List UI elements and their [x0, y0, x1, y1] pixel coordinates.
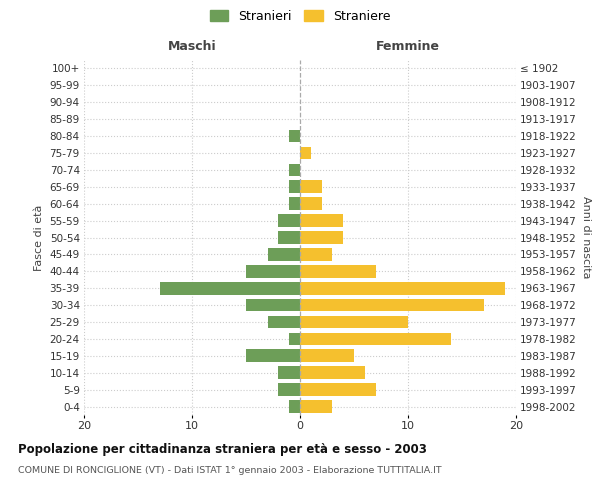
Bar	[289, 400, 300, 413]
Bar	[300, 282, 505, 294]
Bar	[300, 248, 332, 260]
Bar	[300, 350, 354, 362]
Bar	[300, 265, 376, 278]
Y-axis label: Fasce di età: Fasce di età	[34, 204, 44, 270]
Bar	[300, 400, 332, 413]
Bar	[300, 316, 408, 328]
Bar	[300, 198, 322, 210]
Bar	[289, 332, 300, 345]
Legend: Stranieri, Straniere: Stranieri, Straniere	[206, 6, 394, 26]
Text: Popolazione per cittadinanza straniera per età e sesso - 2003: Popolazione per cittadinanza straniera p…	[18, 442, 427, 456]
Bar	[246, 299, 300, 312]
Bar	[246, 350, 300, 362]
Bar	[289, 180, 300, 193]
Bar	[278, 214, 300, 227]
Bar	[246, 265, 300, 278]
Text: Femmine: Femmine	[376, 40, 440, 53]
Bar	[300, 332, 451, 345]
Bar	[268, 316, 300, 328]
Bar	[289, 198, 300, 210]
Bar	[268, 248, 300, 260]
Bar	[300, 384, 376, 396]
Bar	[300, 214, 343, 227]
Bar	[278, 231, 300, 244]
Bar	[289, 164, 300, 176]
Bar	[278, 366, 300, 379]
Y-axis label: Anni di nascita: Anni di nascita	[581, 196, 591, 279]
Bar	[300, 231, 343, 244]
Bar	[160, 282, 300, 294]
Bar	[300, 366, 365, 379]
Bar	[300, 146, 311, 160]
Text: Maschi: Maschi	[167, 40, 217, 53]
Bar	[278, 384, 300, 396]
Bar	[300, 299, 484, 312]
Bar	[300, 180, 322, 193]
Text: COMUNE DI RONCIGLIONE (VT) - Dati ISTAT 1° gennaio 2003 - Elaborazione TUTTITALI: COMUNE DI RONCIGLIONE (VT) - Dati ISTAT …	[18, 466, 442, 475]
Bar	[289, 130, 300, 142]
